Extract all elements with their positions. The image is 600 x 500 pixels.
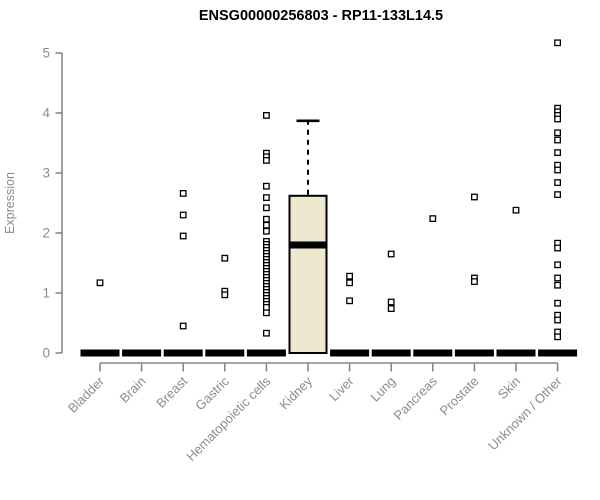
- boxplot-hematopoietic-cells: [246, 112, 286, 357]
- outlier-point: [554, 333, 561, 341]
- outlier-point: [387, 305, 395, 313]
- outlier-point: [554, 149, 561, 157]
- outlier-point: [262, 194, 270, 202]
- outlier-point: [429, 215, 437, 223]
- outlier-point: [387, 298, 395, 306]
- outlier-point: [554, 115, 561, 123]
- outlier-point: [554, 261, 561, 269]
- outlier-point: [221, 254, 229, 262]
- outlier-point: [554, 191, 561, 199]
- outlier-point: [262, 112, 270, 119]
- outlier-point: [554, 274, 561, 282]
- outlier-point: [179, 232, 187, 240]
- outlier-point: [554, 244, 561, 252]
- outlier-point: [221, 291, 229, 299]
- outlier-point: [262, 215, 270, 223]
- outlier-point: [470, 278, 478, 286]
- boxplot-brain: [122, 349, 162, 357]
- outlier-point: [346, 272, 354, 280]
- x-tick-label: Liver: [326, 373, 357, 404]
- y-tick-label: 1: [42, 286, 50, 301]
- outlier-point: [554, 281, 561, 289]
- y-tick-label: 2: [42, 226, 50, 241]
- x-tick-label: Brain: [117, 374, 149, 406]
- boxplot-lung: [371, 250, 411, 357]
- y-tick-label: 0: [42, 346, 50, 361]
- x-tick-label: Pancreas: [390, 373, 440, 423]
- outlier-point: [179, 211, 187, 219]
- boxplot-prostate: [454, 193, 494, 357]
- zero-bar: [538, 349, 578, 357]
- outlier-point: [179, 189, 187, 197]
- x-tick-label: Breast: [153, 373, 190, 410]
- x-tick-label: Skin: [495, 374, 523, 402]
- outlier-point: [554, 129, 561, 137]
- x-tick-label: Gastric: [192, 373, 232, 413]
- median-line: [289, 241, 327, 249]
- outlier-point: [262, 204, 270, 212]
- boxplot-pancreas: [413, 215, 453, 357]
- outlier-point: [346, 279, 354, 287]
- outlier-point: [262, 329, 270, 337]
- outlier-point: [554, 166, 561, 174]
- outlier-point: [554, 179, 561, 187]
- zero-bar: [371, 349, 411, 357]
- zero-bar: [122, 349, 162, 357]
- outlier-point: [262, 309, 270, 317]
- boxplot-unknown-other: [538, 39, 578, 357]
- outlier-point: [262, 227, 270, 235]
- y-tick-label: 5: [42, 46, 50, 61]
- boxplot-kidney: [288, 119, 328, 354]
- outlier-point: [346, 297, 354, 305]
- x-tick-label: Unknown / Other: [485, 373, 565, 453]
- zero-bar: [413, 349, 453, 357]
- y-tick-label: 3: [42, 166, 50, 181]
- outlier-point: [387, 250, 395, 258]
- zero-bar: [80, 349, 120, 357]
- zero-bar: [496, 349, 536, 357]
- x-tick-label: Lung: [367, 374, 398, 405]
- outlier-point: [96, 279, 104, 287]
- outlier-point: [470, 193, 478, 201]
- y-axis-label: Expression: [3, 172, 17, 234]
- zero-bar: [454, 349, 494, 357]
- zero-bar: [330, 349, 370, 357]
- x-tick-label: Prostate: [437, 374, 482, 419]
- outlier-point: [179, 322, 187, 330]
- outlier-point: [554, 299, 561, 307]
- chart-title: ENSG00000256803 - RP11-133L14.5: [199, 8, 443, 24]
- zero-bar: [163, 349, 203, 357]
- zero-bar: [246, 349, 286, 357]
- outlier-point: [554, 316, 561, 324]
- x-tick-label: Kidney: [276, 373, 315, 412]
- boxplot-gastric: [205, 254, 245, 357]
- outlier-point: [262, 303, 270, 311]
- boxplot-bladder: [80, 279, 120, 357]
- boxplot-breast: [163, 189, 203, 357]
- boxplot-liver: [330, 272, 370, 357]
- box-rect: [288, 194, 328, 354]
- outlier-point: [262, 221, 270, 229]
- outlier-point: [554, 136, 561, 144]
- y-tick-label: 4: [42, 106, 50, 121]
- outlier-point: [262, 182, 270, 190]
- x-tick-label: Bladder: [65, 373, 108, 416]
- outlier-point: [554, 39, 561, 47]
- zero-bar: [205, 349, 245, 357]
- outlier-point: [512, 206, 520, 214]
- outlier-point: [262, 156, 270, 164]
- boxplot-skin: [496, 206, 536, 357]
